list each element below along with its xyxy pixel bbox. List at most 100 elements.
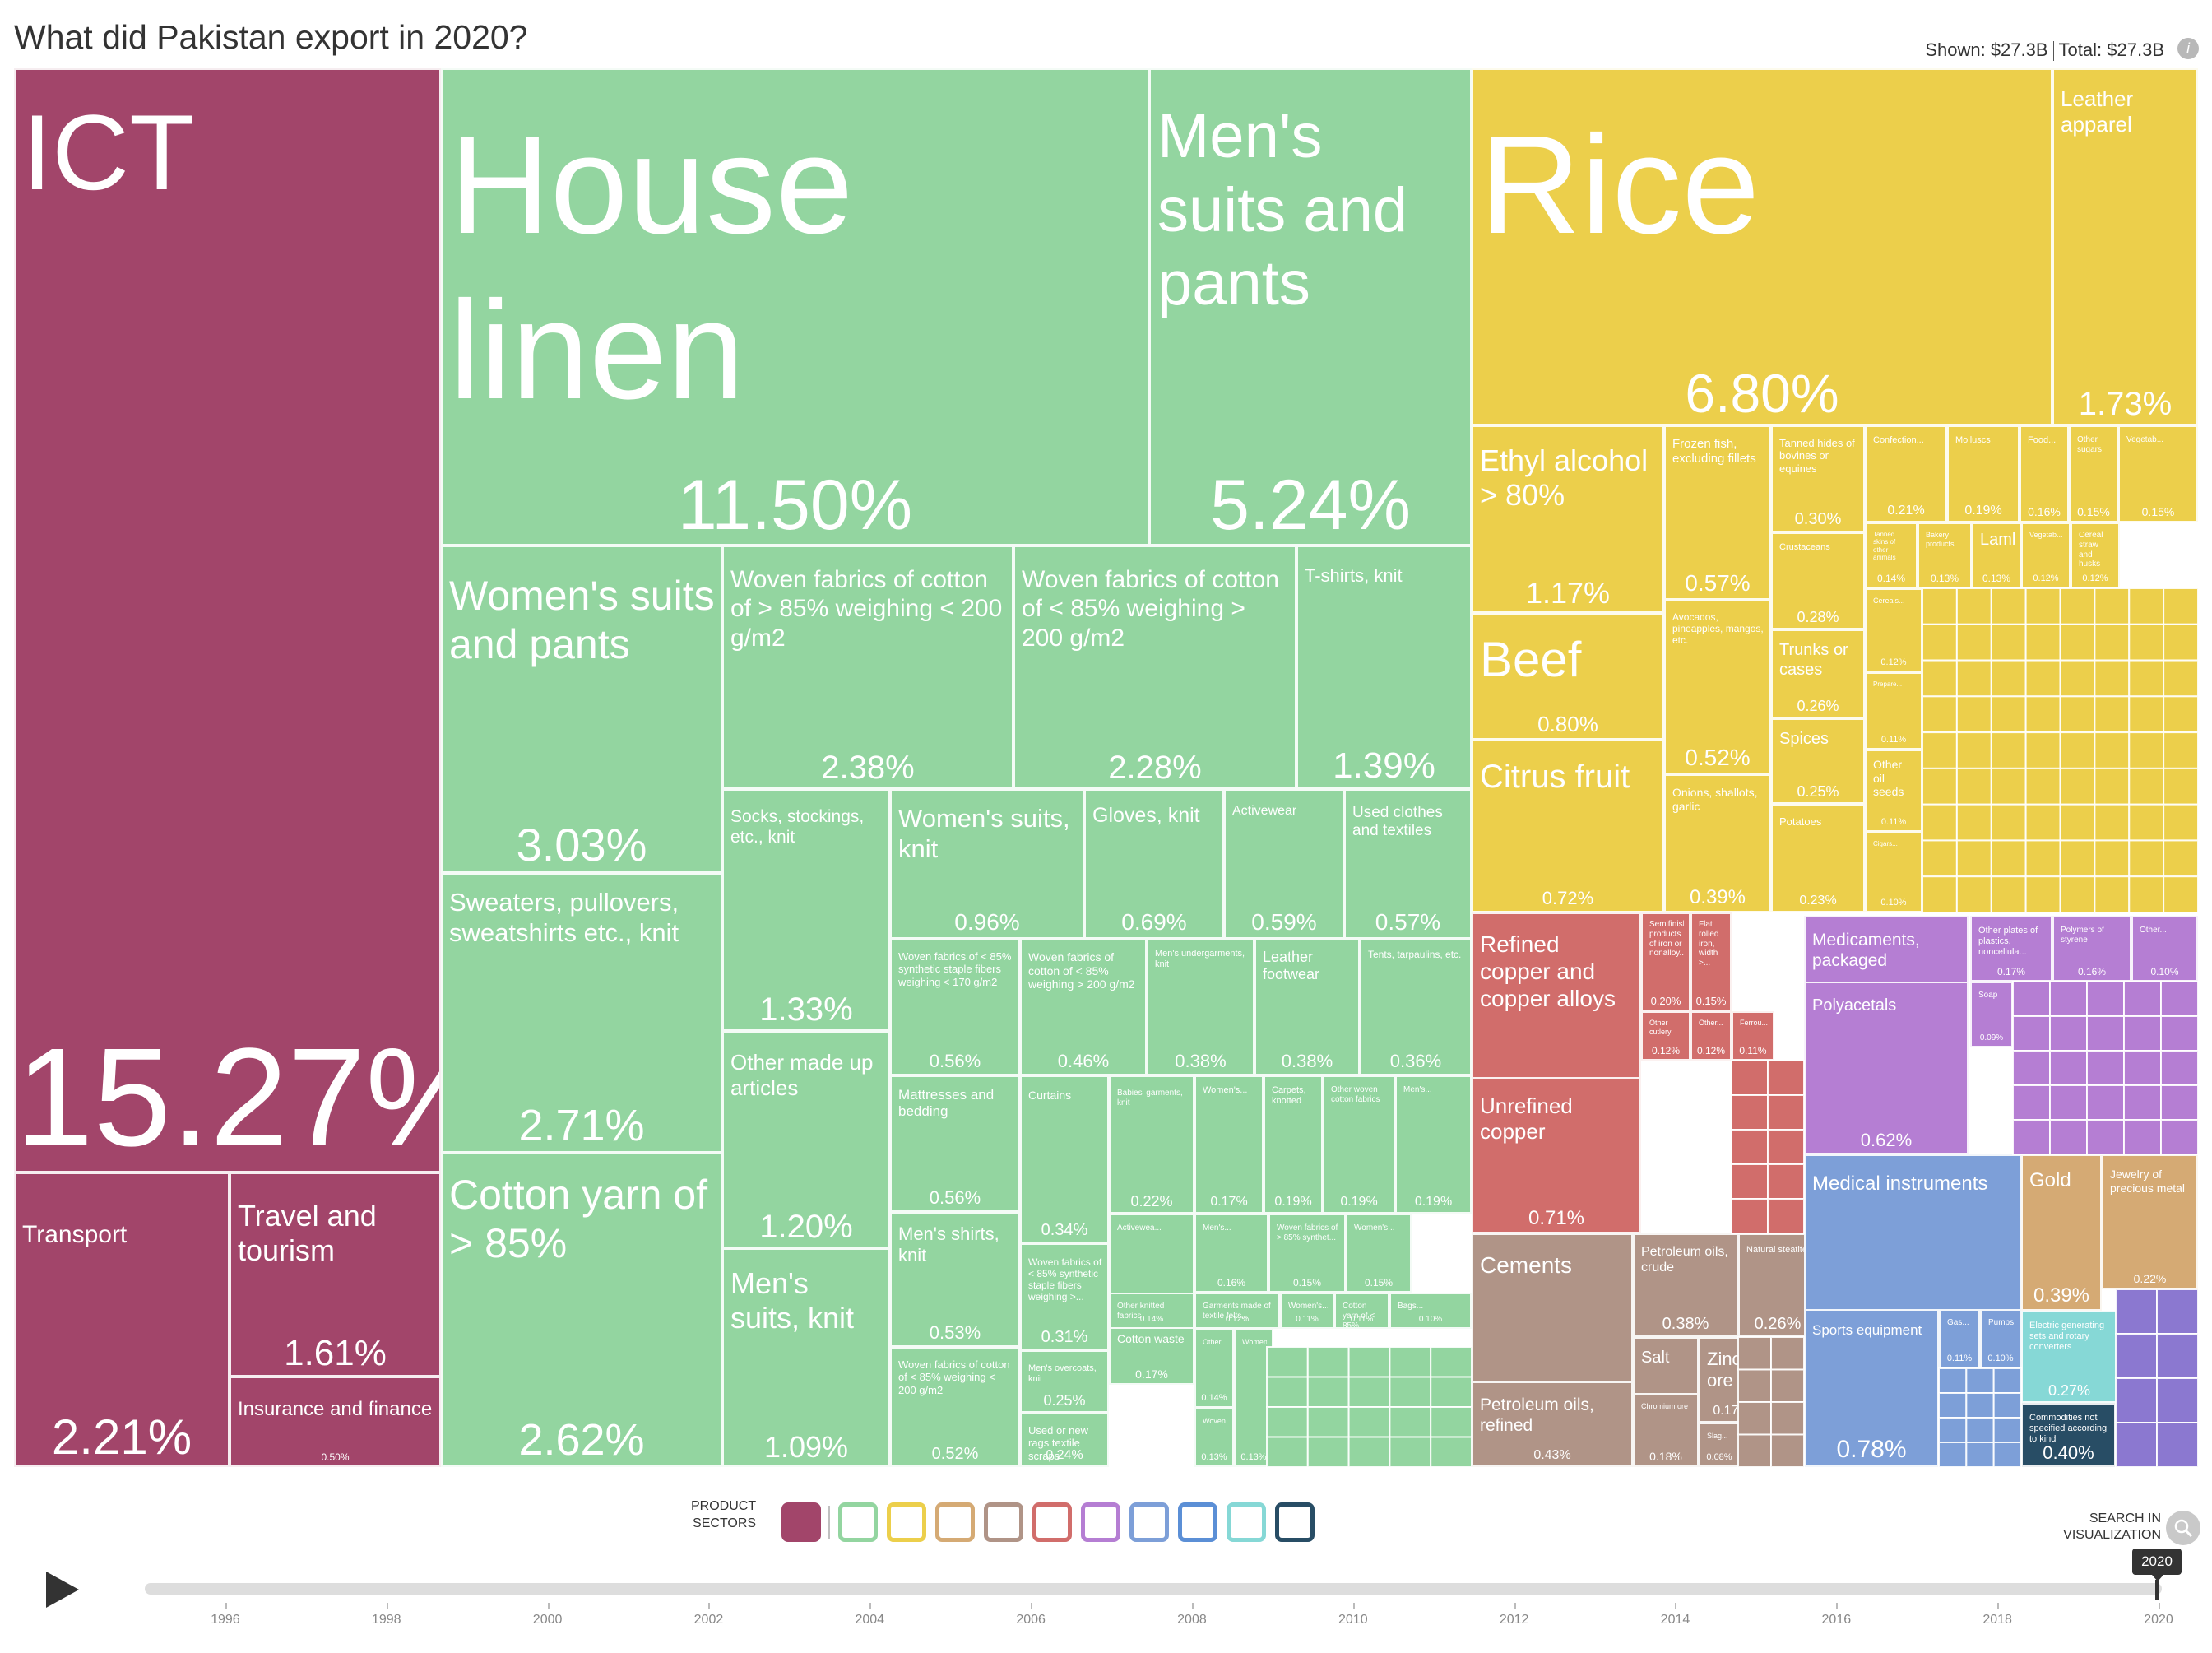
treemap-tile[interactable]: Woven fabrics of cotton of > 85% weighin… [722,546,1013,789]
treemap-tile[interactable]: Other... 0.12% [1690,1011,1732,1061]
treemap-tile[interactable]: Flat rolled iron, width >... 0.15% [1690,912,1732,1011]
treemap-tile[interactable]: Cereal straw and husks 0.12% [2071,522,2120,588]
treemap-tile[interactable]: Woven fabrics of > 85% synthet... 0.15% [1268,1214,1346,1293]
treemap-tile[interactable]: Activewear 0.59% [1224,789,1344,939]
treemap-tile[interactable]: Petroleum oils, refined 0.43% [1472,1381,1633,1467]
search-button[interactable] [2166,1511,2200,1545]
treemap-tile[interactable]: Leather apparel 1.73% [2052,68,2198,425]
treemap-tile[interactable]: Onions, shallots, garlic 0.39% [1664,774,1771,912]
treemap-tile[interactable]: Other sugars 0.15% [2069,425,2118,522]
treemap-tile[interactable]: T-shirts, knit 1.39% [1296,546,1472,789]
stone-icon[interactable] [935,1502,975,1542]
treemap-tile[interactable]: Cotton yarn of > 85% 2.62% [441,1153,722,1467]
electronics-icon[interactable] [1227,1502,1266,1542]
info-icon[interactable]: i [2177,38,2199,59]
treemap-tile[interactable]: Men's... 0.16% [1194,1214,1268,1293]
treemap-tile[interactable]: Men's suits and pants 5.24% [1149,68,1472,546]
treemap-tile[interactable]: Cereals... 0.12% [1865,588,1922,672]
treemap-tile[interactable]: Other... 0.14% [1194,1329,1234,1408]
treemap-tile[interactable]: ICT 15.27% [14,68,441,1172]
treemap-tile[interactable]: Curtains 0.34% [1020,1075,1109,1243]
timeline-year-label[interactable]: 2016 [1821,1613,1852,1627]
treemap-tile[interactable]: Men's... 0.19% [1395,1075,1472,1214]
treemap-tile[interactable]: Cotton yarn of < 85% 0.11% [1334,1293,1389,1329]
treemap-tile[interactable]: Woven fabrics of < 85% synthetic staple … [1020,1243,1109,1350]
textiles-icon[interactable] [838,1502,878,1542]
treemap-tile[interactable]: Molluscs 0.19% [1947,425,2020,522]
treemap-tile[interactable]: Women's... 0.15% [1346,1214,1412,1293]
treemap-tile[interactable]: Women's... 0.13% [1234,1329,1273,1467]
treemap-tile[interactable]: Vegetab... 0.15% [2118,425,2198,522]
treemap-tile[interactable]: Prepare... 0.11% [1865,672,1922,750]
treemap-tile[interactable]: Woven... 0.13% [1194,1408,1234,1467]
treemap-tile[interactable]: Polymers of styrene 0.16% [2052,916,2131,982]
treemap-tile[interactable]: Slag... 0.08% [1699,1423,1740,1467]
timeline-year-label[interactable]: 2018 [1982,1613,2012,1627]
treemap-tile[interactable]: Babies' garments, knit 0.22% [1109,1075,1194,1214]
treemap-tile[interactable]: Commodities not specified according to k… [2021,1403,2116,1467]
treemap-tile[interactable]: Woven fabrics of < 85% synthetic staple … [890,939,1020,1075]
vehicles-icon[interactable] [1129,1502,1169,1542]
treemap-tile[interactable]: Jewelry of precious metal 0.22% [2102,1154,2198,1289]
treemap-tile[interactable]: Crustaceans 0.28% [1771,532,1865,629]
treemap-tile[interactable]: Other knitted fabrics 0.14% [1109,1293,1194,1329]
treemap-tile[interactable]: Other plates of plastics, noncellula... 0… [1970,916,2052,982]
treemap-tile[interactable]: Socks, stockings, etc., knit 1.33% [722,789,890,1031]
treemap-tile[interactable]: Other made up articles 1.20% [722,1031,890,1248]
year-marker[interactable] [2155,1580,2159,1600]
treemap-tile[interactable]: Gold 0.39% [2021,1154,2102,1311]
treemap-tile[interactable]: Used or new rags textile scraps 0.24% [1020,1413,1109,1467]
treemap-tile[interactable]: Gas... 0.11% [1939,1309,1980,1368]
treemap-tile[interactable]: Lamb 0.13% [1972,522,2021,588]
treemap-tile[interactable]: Sweaters, pullovers, sweatshirts etc., k… [441,873,722,1153]
treemap-tile[interactable]: Mattresses and bedding 0.56% [890,1075,1020,1212]
treemap-tile[interactable]: Bakery products 0.13% [1918,522,1972,588]
treemap-tile[interactable]: Zinc ore 0.17% [1699,1337,1764,1423]
treemap-tile[interactable]: Other oil seeds 0.11% [1865,750,1922,832]
treemap-tile[interactable]: Citrus fruit 0.72% [1472,740,1664,912]
treemap-tile[interactable]: Semifinished products of iron or nonallo… [1641,912,1690,1011]
treemap-tile[interactable]: Vegetab... 0.12% [2021,522,2071,588]
machinery-icon[interactable] [1178,1502,1217,1542]
treemap-tile[interactable]: Potatoes 0.23% [1771,804,1865,912]
treemap-tile[interactable]: Men's overcoats, knit 0.25% [1020,1350,1109,1413]
treemap-tile[interactable]: Electric generating sets and rotary conv… [2021,1311,2117,1403]
timeline-year-label[interactable]: 2014 [1660,1613,1690,1627]
timeline-year-label[interactable]: 2002 [693,1613,724,1627]
timeline-year-label[interactable]: 2006 [1016,1613,1046,1627]
other-icon[interactable] [1275,1502,1315,1542]
treemap-tile[interactable]: Tents, tarpaulins, etc. 0.36% [1360,939,1472,1075]
treemap-tile[interactable]: Sports equipment 0.78% [1804,1309,1939,1467]
treemap-tile[interactable]: Cotton waste 0.17% [1109,1321,1194,1385]
treemap-tile[interactable]: Woven fabrics of cotton of < 85% weighin… [890,1347,1020,1467]
treemap-tile[interactable]: Other... 0.10% [2131,916,2198,982]
chemicals-icon[interactable] [1081,1502,1120,1542]
services-icon[interactable] [781,1502,821,1542]
timeline-track[interactable] [145,1583,2162,1595]
treemap-tile[interactable]: Insurance and finance 0.50% [230,1377,441,1467]
treemap-tile[interactable]: Other woven cotton fabrics 0.19% [1323,1075,1395,1214]
timeline-year-label[interactable]: 2012 [1499,1613,1529,1627]
timeline-year-label[interactable]: 2000 [532,1613,563,1627]
treemap-tile[interactable]: Cigars... 0.10% [1865,832,1922,912]
metals-icon[interactable] [1032,1502,1072,1542]
treemap-tile[interactable]: Used clothes and textiles 0.57% [1344,789,1472,939]
treemap-tile[interactable]: Women's... 0.11% [1280,1293,1334,1329]
treemap-tile[interactable]: Women's suits, knit 0.96% [890,789,1084,939]
timeline-year-label[interactable]: 2004 [855,1613,885,1627]
play-icon[interactable] [46,1572,79,1608]
treemap-tile[interactable]: Ferrou... 0.11% [1732,1011,1774,1061]
treemap-tile[interactable]: Beef 0.80% [1472,613,1664,740]
treemap-tile[interactable]: Men's shirts, knit 0.53% [890,1212,1020,1347]
treemap-tile[interactable]: Unrefined copper 0.71% [1472,1077,1641,1233]
treemap-tile[interactable]: Ethyl alcohol > 80% 1.17% [1472,425,1664,613]
agriculture-icon[interactable] [887,1502,926,1542]
treemap-tile[interactable]: Tanned skins of other animals 0.14% [1865,522,1918,588]
treemap-tile[interactable]: Woven fabrics of cotton of < 85% weighin… [1013,546,1296,789]
treemap-tile[interactable]: Women's... 0.17% [1194,1075,1264,1214]
treemap-tile[interactable]: Garments made of textile felts... 0.12% [1194,1293,1280,1329]
treemap-tile[interactable]: Gloves, knit 0.69% [1084,789,1224,939]
treemap-tile[interactable]: Spices 0.25% [1771,718,1865,804]
timeline-year-label[interactable]: 2020 [2144,1613,2173,1627]
timeline-year-label[interactable]: 1998 [371,1613,401,1627]
